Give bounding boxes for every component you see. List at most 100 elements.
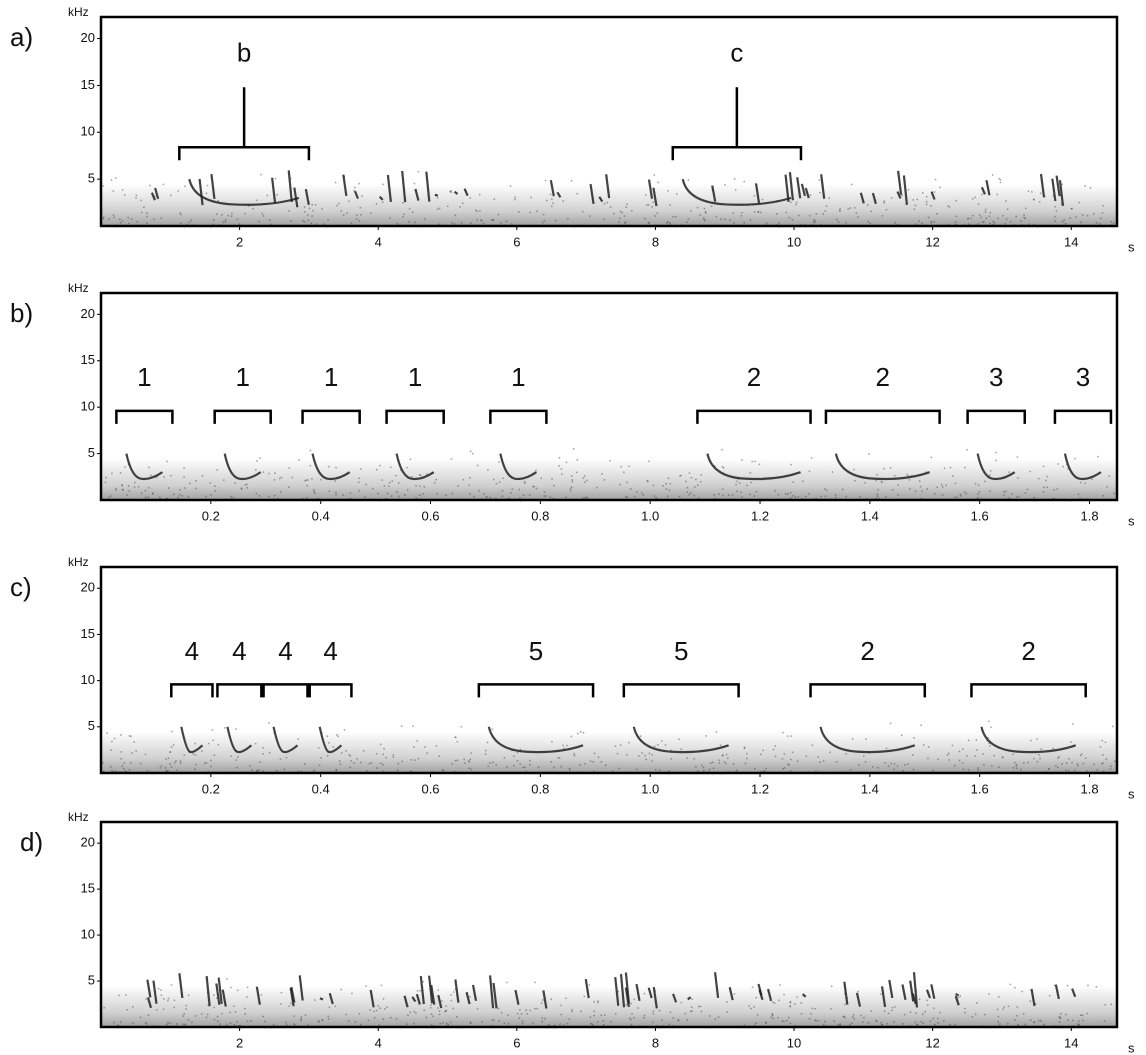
noise-speck: [1029, 471, 1031, 473]
noise-speck: [810, 194, 812, 196]
noise-speck: [912, 754, 914, 756]
noise-speck: [583, 477, 585, 479]
y-unit: kHz: [68, 5, 89, 19]
noise-speck: [765, 1022, 767, 1024]
noise-speck: [701, 1011, 703, 1013]
noise-speck: [382, 184, 384, 186]
noise-speck: [773, 749, 775, 751]
noise-speck: [712, 762, 714, 764]
noise-speck: [795, 204, 797, 206]
noise-speck: [557, 757, 559, 759]
noise-speck: [379, 465, 381, 467]
noise-speck: [649, 753, 651, 755]
noise-speck: [746, 753, 748, 755]
bracket-label: 4: [278, 636, 292, 666]
noise-speck: [526, 1013, 528, 1015]
noise-speck: [459, 206, 461, 208]
noise-speck: [988, 993, 990, 995]
noise-speck: [246, 484, 248, 486]
noise-speck: [570, 490, 572, 492]
noise-speck: [710, 762, 712, 764]
noise-speck: [517, 1013, 519, 1015]
noise-speck: [736, 770, 738, 772]
noise-speck: [610, 206, 612, 208]
noise-speck: [809, 471, 811, 473]
noise-speck: [1077, 765, 1079, 767]
noise-speck: [423, 1010, 425, 1012]
noise-speck: [137, 221, 139, 223]
noise-speck: [690, 1011, 692, 1013]
noise-speck: [415, 1012, 417, 1014]
noise-speck: [963, 769, 965, 771]
noise-speck: [926, 196, 928, 198]
noise-speck: [341, 752, 343, 754]
noise-speck: [810, 1013, 812, 1015]
noise-speck: [762, 199, 764, 201]
x-tick-label: 12: [925, 1035, 939, 1050]
noise-speck: [321, 1019, 323, 1021]
noise-speck: [891, 197, 893, 199]
noise-speck: [741, 459, 743, 461]
noise-speck: [1040, 193, 1042, 195]
noise-speck: [231, 215, 233, 217]
noise-speck: [1105, 1004, 1107, 1006]
noise-speck: [529, 764, 531, 766]
noise-speck: [721, 449, 723, 451]
noise-speck: [950, 467, 952, 469]
noise-speck: [1080, 482, 1082, 484]
x-tick-label: 8: [652, 234, 659, 249]
noise-speck: [1034, 497, 1036, 499]
noise-speck: [319, 765, 321, 767]
noise-speck: [426, 1017, 428, 1019]
noise-speck: [626, 206, 628, 208]
noise-speck: [111, 473, 113, 475]
noise-speck: [915, 1012, 917, 1014]
noise-speck: [1102, 212, 1104, 214]
noise-speck: [559, 1023, 561, 1025]
y-tick-label: 15: [81, 352, 95, 367]
noise-speck: [111, 770, 113, 772]
noise-speck: [457, 760, 459, 762]
noise-speck: [302, 220, 304, 222]
noise-speck: [281, 477, 283, 479]
noise-speck: [571, 486, 573, 488]
noise-speck: [169, 752, 171, 754]
noise-speck: [168, 487, 170, 489]
noise-speck: [917, 199, 919, 201]
noise-speck: [786, 1020, 788, 1022]
noise-speck: [304, 206, 306, 208]
noise-speck: [1054, 206, 1056, 208]
noise-speck: [518, 211, 520, 213]
noise-speck: [356, 214, 358, 216]
noise-speck: [115, 177, 117, 179]
noise-speck: [368, 1020, 370, 1022]
noise-speck: [897, 484, 899, 486]
noise-speck: [450, 994, 452, 996]
noise-speck: [779, 984, 781, 986]
noise-speck: [1113, 222, 1115, 224]
noise-speck: [716, 731, 718, 733]
noise-speck: [790, 770, 792, 772]
noise-speck: [977, 493, 979, 495]
bracket: [171, 684, 212, 697]
noise-speck: [128, 223, 130, 225]
noise-speck: [997, 1009, 999, 1011]
noise-speck: [582, 497, 584, 499]
noise-speck: [335, 182, 337, 184]
panel-label: c): [10, 572, 32, 602]
noise-speck: [648, 461, 650, 463]
noise-speck: [687, 487, 689, 489]
noise-speck: [670, 483, 672, 485]
noise-speck: [404, 494, 406, 496]
noise-speck: [783, 1021, 785, 1023]
noise-speck: [487, 765, 489, 767]
noise-speck: [819, 761, 821, 763]
noise-speck: [348, 754, 350, 756]
noise-speck: [1096, 222, 1098, 224]
noise-speck: [350, 760, 352, 762]
noise-speck: [928, 217, 930, 219]
noise-speck: [854, 480, 856, 482]
noise-speck: [351, 223, 353, 225]
noise-speck: [1021, 991, 1023, 993]
noise-speck: [844, 1004, 846, 1006]
